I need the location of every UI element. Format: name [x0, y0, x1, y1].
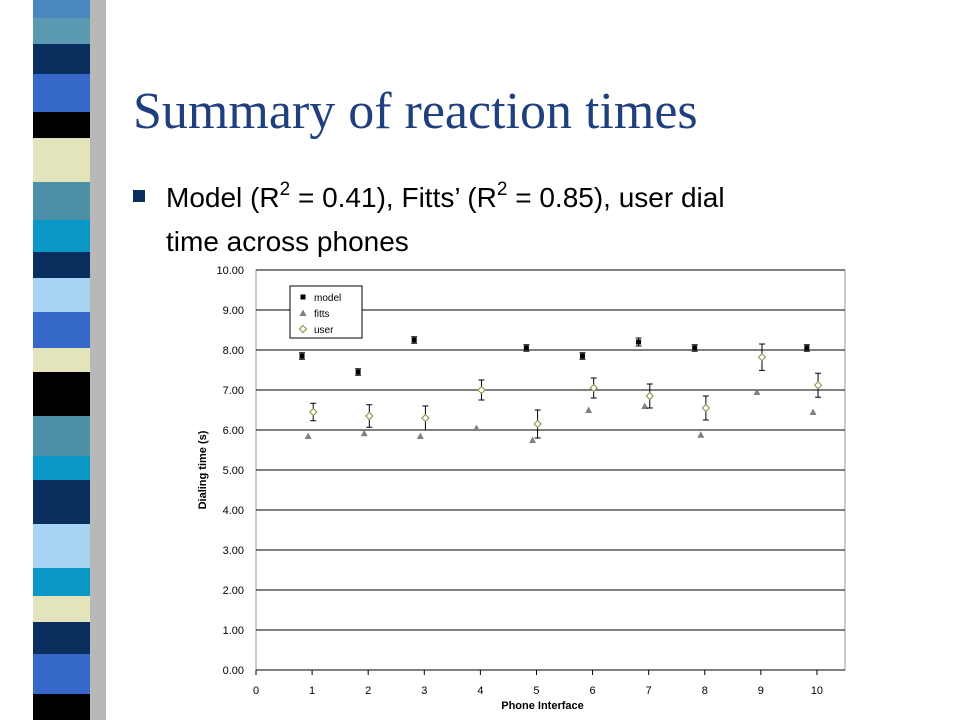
x-tick-label: 4 [477, 685, 483, 697]
marker [804, 345, 810, 351]
y-tick-label: 7.00 [223, 385, 244, 397]
legend-label: user [314, 325, 334, 336]
marker [355, 369, 361, 375]
y-tick-label: 1.00 [223, 625, 244, 637]
legend-marker [300, 294, 306, 300]
y-tick-label: 3.00 [223, 545, 244, 557]
marker [309, 407, 318, 417]
marker [416, 432, 424, 439]
marker [529, 436, 537, 443]
slide-title: Summary of reaction times [133, 83, 698, 140]
bullet-marker [133, 190, 145, 202]
x-tick-label: 2 [365, 685, 371, 697]
y-tick-label: 10.00 [216, 265, 244, 277]
bullet-text: time across phones [166, 226, 409, 257]
y-axis-label: Dialing time (s) [197, 430, 209, 509]
x-tick-label: 10 [811, 685, 823, 697]
marker [809, 408, 817, 415]
marker [757, 352, 767, 362]
decor-stripe [33, 0, 106, 720]
x-tick-label: 9 [758, 685, 764, 697]
bullet-text: Model (R2 = 0.41), Fitts’ (R2 = 0.85), u… [166, 179, 725, 213]
marker [589, 383, 598, 393]
marker [411, 337, 417, 343]
marker [533, 419, 542, 429]
marker [360, 429, 368, 437]
marker [645, 391, 654, 401]
marker [641, 402, 649, 409]
marker [477, 385, 486, 395]
marker [585, 406, 593, 413]
x-tick-label: 1 [309, 685, 315, 697]
superscript: 2 [280, 179, 291, 200]
marker [753, 388, 761, 395]
x-axis-label: Phone Interface [501, 700, 584, 712]
x-tick-label: 8 [702, 685, 708, 697]
superscript: 2 [497, 179, 508, 200]
marker [692, 345, 698, 351]
marker [579, 353, 585, 359]
marker [701, 403, 711, 413]
x-tick-label: 5 [533, 685, 539, 697]
marker [421, 413, 430, 423]
y-tick-label: 5.00 [223, 465, 244, 477]
x-tick-label: 3 [421, 685, 427, 697]
x-tick-label: 6 [590, 685, 596, 697]
x-tick-label: 0 [253, 685, 259, 697]
legend-marker [299, 309, 307, 316]
marker [365, 411, 374, 421]
bullet-text: = 0.41), Fitts’ (R [290, 182, 497, 213]
y-tick-label: 9.00 [223, 305, 244, 317]
marker [697, 431, 705, 438]
y-tick-label: 8.00 [223, 345, 244, 357]
y-tick-label: 4.00 [223, 505, 244, 517]
y-tick-label: 0.00 [223, 665, 244, 677]
bullet-text: Model (R [166, 182, 280, 213]
y-tick-label: 2.00 [223, 585, 244, 597]
legend-label: fitts [314, 309, 330, 320]
marker [472, 424, 480, 431]
marker [813, 380, 823, 390]
legend-label: model [314, 293, 341, 304]
y-tick-label: 6.00 [223, 425, 244, 437]
marker [523, 345, 529, 351]
legend-marker [298, 324, 308, 334]
bullet-text: = 0.85), user dial [507, 182, 724, 213]
marker [636, 339, 642, 345]
marker [304, 432, 312, 439]
x-tick-label: 7 [646, 685, 652, 697]
marker [299, 353, 305, 359]
